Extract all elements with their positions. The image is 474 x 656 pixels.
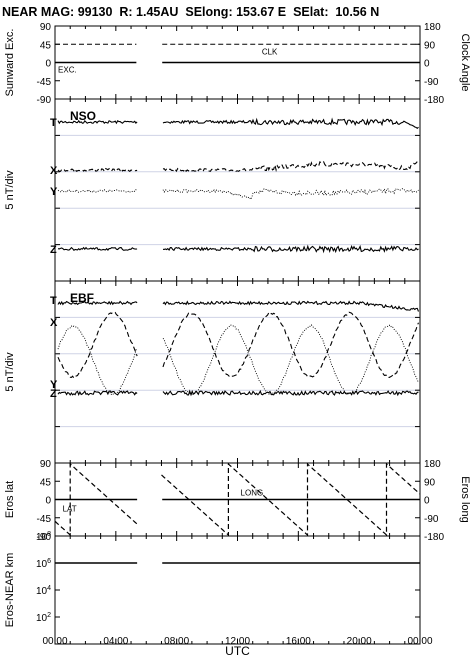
series-label-t: T xyxy=(50,117,57,129)
x-tick-label: 00:00 xyxy=(42,636,67,647)
series-z-line xyxy=(162,244,419,254)
series-label-y: Y xyxy=(50,379,58,391)
series-t-line xyxy=(162,300,420,312)
y-tick-label-left: 104 xyxy=(36,585,51,597)
series-y-line xyxy=(57,188,138,193)
series-t-line xyxy=(57,119,138,125)
ylabel-left: 5 nT/div xyxy=(4,170,16,210)
y-tick-label-left: -90 xyxy=(37,532,52,543)
series-x-line xyxy=(162,311,419,379)
series-label-lat: LAT xyxy=(63,505,77,514)
panel-label: EBF xyxy=(70,291,94,305)
y-tick-label-left: 0 xyxy=(45,496,51,507)
y-tick-label-left: -90 xyxy=(37,95,52,106)
y-tick-label-left: 106 xyxy=(36,558,51,570)
ylabel-left: 5 nT/div xyxy=(4,352,16,392)
ylabel-left: Eros-NEAR km xyxy=(4,553,16,628)
panel-label: NSO xyxy=(70,109,96,123)
page-title: NEAR MAG: 99130 R: 1.45AU SElong: 153.67… xyxy=(2,5,379,19)
series-x-line xyxy=(57,167,138,173)
y-tick-label-right: -180 xyxy=(424,532,444,543)
x-axis-label: UTC xyxy=(225,644,250,656)
series-label-clk: CLK xyxy=(262,47,278,56)
y-tick-label-right: 90 xyxy=(424,477,436,488)
y-tick-label-left: 45 xyxy=(40,477,52,488)
series-label-exc: EXC. xyxy=(58,66,77,75)
x-tick-label: 12:00 xyxy=(225,636,250,647)
y-tick-label-left: 108 xyxy=(36,531,51,543)
series-label-y: Y xyxy=(50,186,58,198)
series-label-t: T xyxy=(50,295,57,307)
y-tick-label-right: 90 xyxy=(424,40,436,51)
series-x-line xyxy=(57,311,138,380)
y-tick-label-left: 90 xyxy=(40,22,52,33)
y-tick-label-right: 0 xyxy=(424,496,430,507)
y-tick-label-right: -180 xyxy=(424,95,444,106)
series-label-long: LONG xyxy=(241,489,264,498)
y-tick-label-right: 180 xyxy=(424,22,441,33)
y-tick-label-right: -90 xyxy=(424,77,439,88)
x-tick-label: 20:00 xyxy=(347,636,372,647)
ylabel-left: Sunward Exc. xyxy=(4,29,16,97)
x-tick-label: 00:00 xyxy=(407,636,432,647)
series-long-line xyxy=(54,462,138,537)
series-label-x: X xyxy=(50,317,58,329)
series-t-line xyxy=(57,300,138,306)
y-tick-label-left: -45 xyxy=(37,77,52,88)
series-y-line xyxy=(57,325,138,396)
series-y-line xyxy=(162,187,419,201)
series-label-z: Z xyxy=(50,388,57,400)
series-x-line xyxy=(162,159,419,173)
series-label-x: X xyxy=(50,165,58,177)
y-tick-label-left: 90 xyxy=(40,459,52,470)
x-tick-label: 16:00 xyxy=(286,636,311,647)
series-z-line xyxy=(162,389,419,397)
y-tick-label-right: 180 xyxy=(424,459,441,470)
panel-5-frame xyxy=(54,535,421,645)
y-tick-label-right: 0 xyxy=(424,59,430,70)
series-z-line xyxy=(57,390,138,397)
y-tick-label-left: -45 xyxy=(37,514,52,525)
data-traces xyxy=(54,43,421,564)
ylabel-left: Eros lat xyxy=(4,481,16,518)
ylabel-right: Clock Angle xyxy=(459,33,471,91)
series-label-z: Z xyxy=(50,244,57,256)
series-y-line xyxy=(162,324,419,396)
y-tick-label-left: 102 xyxy=(36,612,51,624)
tick-marks xyxy=(54,25,421,644)
series-z-line xyxy=(57,246,138,252)
x-tick-label: 04:00 xyxy=(103,636,128,647)
series-t-line xyxy=(162,117,419,130)
series-long-line xyxy=(161,462,421,537)
ylabel-right: Eros long xyxy=(459,476,471,522)
x-tick-label: 08:00 xyxy=(164,636,189,647)
y-tick-label-left: 0 xyxy=(45,59,51,70)
y-tick-label-left: 45 xyxy=(40,40,52,51)
y-tick-label-right: -90 xyxy=(424,514,439,525)
grid-lines xyxy=(55,134,420,428)
text-labels: 00:00 04:00 08:00 12:00 16:00 20:00 00:00 UTC 90… xyxy=(4,22,471,656)
